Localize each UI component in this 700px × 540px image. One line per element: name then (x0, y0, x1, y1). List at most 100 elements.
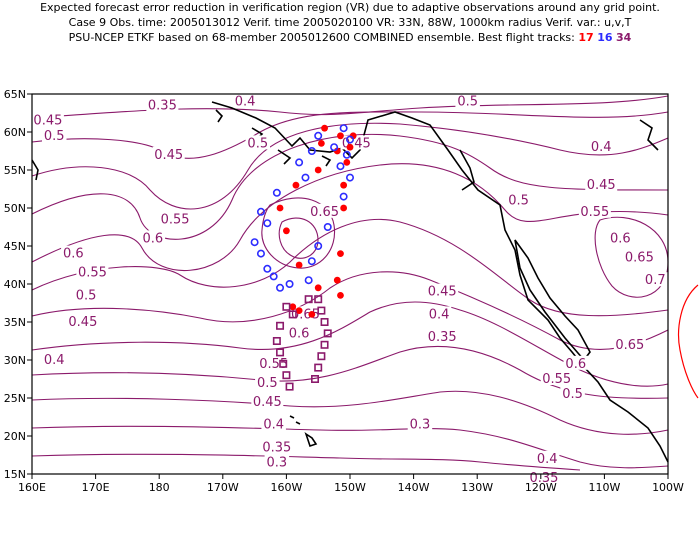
contour-label-bg (540, 371, 573, 385)
contour-label: 0.6 (289, 326, 310, 341)
track-16-point (314, 131, 323, 140)
contour-label-bg (563, 355, 589, 370)
x-tick-label: 180 (149, 481, 170, 494)
track-34-point (282, 371, 291, 380)
track-34-point (323, 329, 332, 338)
y-tick-label: 40N (4, 278, 26, 291)
contour-label: 0.55 (259, 357, 288, 372)
y-tick-label: 60N (4, 126, 26, 139)
contour-label-bg (578, 203, 611, 218)
track-34-point (276, 348, 285, 357)
track-16-point (250, 238, 259, 247)
contour-label: 0.7 (645, 273, 666, 288)
contour-label: 0.5 (44, 129, 65, 144)
contour-label: 0.4 (44, 353, 65, 368)
contour-label: 0.55 (542, 372, 571, 387)
track-17-point (308, 311, 316, 318)
contour-label-bg (260, 439, 293, 454)
chart-title-line-3: PSU-NCEP ETKF based on 68-member 2005012… (0, 30, 700, 45)
track-34-point (304, 295, 313, 304)
track-16-point (314, 242, 323, 251)
track-16-point (263, 219, 272, 228)
contour-label: 0.55 (161, 212, 190, 227)
contour-label-bg (426, 329, 459, 344)
y-tick-label: 25N (4, 392, 26, 405)
track-17-point (289, 303, 297, 311)
track-17-point (337, 250, 344, 257)
contour-label: 0.4 (591, 140, 612, 155)
track-17-point (314, 166, 322, 174)
track-17-point (337, 292, 344, 299)
contour-label: 0.65 (615, 338, 644, 353)
track-17-point (343, 159, 351, 166)
contour-label-bg (426, 306, 452, 321)
contour-label: 0.55 (78, 266, 107, 281)
track-17-point (337, 132, 344, 140)
track-17-point (317, 140, 325, 147)
x-tick-label: 170E (82, 481, 110, 494)
contour-label-bg (159, 211, 192, 226)
contour-label: 0.5 (247, 136, 268, 151)
contour-label-bg (643, 272, 668, 287)
track-17-point (340, 181, 348, 189)
contour-label-bg (455, 93, 480, 108)
x-tick-label: 130W (461, 481, 493, 494)
contour-label-bg (251, 393, 284, 408)
track-34-point (276, 321, 285, 330)
flight-tracks (250, 124, 357, 391)
y-tick-label: 45N (4, 240, 26, 253)
contour-label: 0.6 (63, 247, 84, 262)
contour-label: 0.4 (263, 418, 284, 433)
track-34-point (279, 359, 288, 368)
contour-label: 0.65 (625, 250, 654, 265)
track-16-point (272, 188, 281, 197)
track-34-point (320, 340, 329, 349)
contour-label: 0.5 (76, 288, 97, 303)
track-17-point (295, 307, 303, 314)
track-17-point (283, 227, 290, 235)
contour-label-bg (308, 203, 341, 218)
y-tick-label: 65N (4, 88, 26, 101)
track-16-point (276, 283, 285, 292)
contour-label-bg (407, 416, 433, 431)
contour-label-bg (527, 469, 560, 484)
track-17-point (340, 204, 348, 212)
contour-lines (31, 95, 669, 471)
track-17-point (333, 276, 341, 284)
track-16-point (269, 272, 278, 281)
chart-header: Expected forecast error reduction in ver… (0, 0, 700, 45)
y-tick-label: 55N (4, 164, 26, 177)
track-34-point (272, 336, 281, 345)
track-16-point (301, 173, 310, 182)
track-16-point (295, 158, 304, 167)
contour-labels: 0.35 0.4 0.50.450.50.450.5 0.45 0.40.450.50.… (31, 93, 668, 486)
contour-label: 0.65 (310, 205, 339, 220)
track-16-point (304, 276, 313, 285)
contour-label: 0.35 (148, 98, 177, 113)
track-34-point (314, 295, 323, 304)
track-17-point (346, 143, 354, 151)
track-16-point (256, 207, 265, 216)
x-tick-label: 170W (207, 481, 239, 494)
track-16-point (323, 223, 332, 232)
contour-label: 0.3 (267, 456, 288, 471)
contour-label-bg (31, 112, 64, 127)
chart-title-line-3-text: PSU-NCEP ETKF based on 68-member 2005012… (68, 31, 575, 44)
contour-label-bg (245, 135, 271, 150)
track-17-point (292, 181, 300, 189)
contour-label-bg (608, 230, 633, 245)
x-tick-label: 140W (398, 481, 430, 494)
contour-label-bg (264, 454, 290, 469)
contour-label-bg (42, 352, 67, 366)
track-16-point (263, 264, 272, 273)
contour-label: 0.4 (537, 452, 558, 467)
contour-label: 0.5 (562, 387, 583, 402)
track-16-point (342, 150, 351, 159)
track-17-point (276, 204, 284, 212)
verification-region-circle (677, 284, 699, 399)
contour-label: 0.5 (257, 376, 278, 391)
contour-label-bg (232, 93, 258, 108)
contour-label-bg (73, 287, 99, 302)
coastlines (31, 101, 669, 463)
